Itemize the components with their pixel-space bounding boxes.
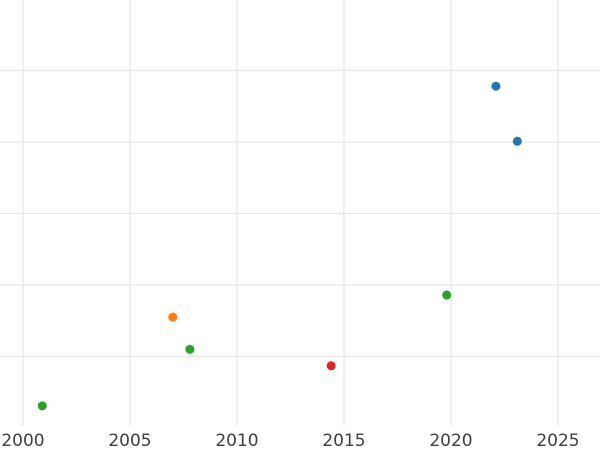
x-tick-label: 2020 <box>429 431 472 450</box>
x-tick-label: 2000 <box>1 431 44 450</box>
data-point-blue <box>491 81 501 91</box>
data-point-red <box>326 361 336 371</box>
data-point-green <box>37 401 47 411</box>
x-tick-label: 2025 <box>536 431 579 450</box>
data-point-blue <box>512 136 522 146</box>
data-point-orange <box>168 312 178 322</box>
x-tick-label: 2005 <box>108 431 151 450</box>
data-point-green <box>442 290 452 300</box>
x-tick-label: 2015 <box>322 431 365 450</box>
data-point-green <box>185 344 195 354</box>
x-tick-label: 2010 <box>215 431 258 450</box>
